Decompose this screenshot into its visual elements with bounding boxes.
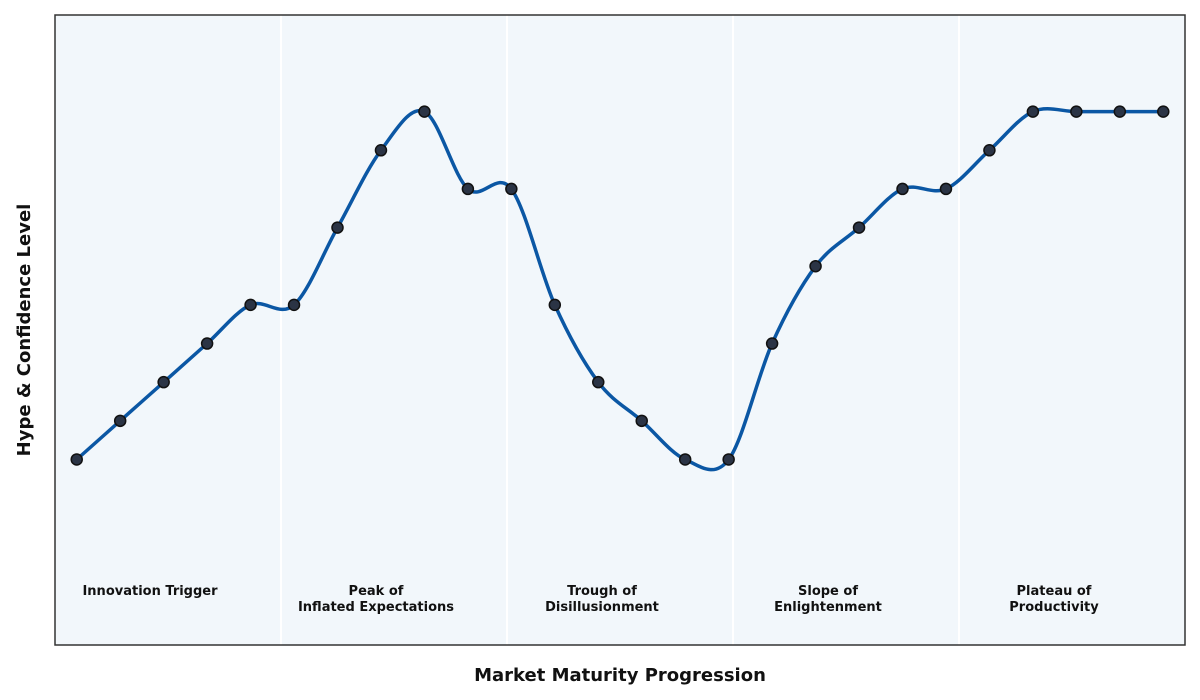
data-point-3 [200, 337, 214, 350]
data-point-18 [852, 221, 866, 234]
data-point-11 [548, 298, 562, 312]
data-point-22 [1026, 105, 1040, 118]
plot-background [55, 15, 1185, 645]
data-point-15 [722, 453, 735, 466]
data-point-12 [592, 375, 605, 389]
phase-label-4: Plateau of Productivity [1009, 584, 1099, 615]
data-point-8 [418, 105, 431, 118]
phase-label-3: Slope of Enlightenment [774, 584, 882, 615]
phase-label-1: Peak of Inflated Expectations [298, 584, 454, 615]
data-point-14 [678, 453, 692, 466]
data-point-17 [809, 259, 822, 273]
data-point-21 [983, 144, 996, 157]
data-point-25 [1157, 105, 1170, 118]
data-point-5 [287, 298, 301, 312]
phase-dividers [280, 15, 960, 645]
data-point-13 [635, 414, 648, 428]
y-axis-label: Hype & Confidence Level [14, 204, 35, 457]
phase-labels: Innovation Trigger Peak of Inflated Expect… [82, 584, 1099, 615]
data-point-19 [896, 182, 909, 196]
data-point-7 [374, 144, 388, 157]
data-point-4 [244, 298, 257, 312]
data-point-0 [70, 453, 83, 466]
data-point-6 [331, 221, 344, 234]
phase-label-0: Innovation Trigger [82, 584, 218, 599]
data-point-20 [939, 182, 953, 196]
x-axis-label: Market Maturity Progression [474, 665, 766, 686]
data-point-23 [1070, 105, 1083, 118]
plot-frame [54, 14, 1186, 646]
data-point-24 [1113, 105, 1127, 118]
data-point-1 [113, 414, 127, 428]
data-point-9 [461, 182, 475, 196]
data-points [70, 105, 1170, 466]
phase-label-2: Trough of Disillusionment [545, 584, 659, 615]
data-point-16 [765, 337, 779, 350]
data-point-2 [157, 375, 170, 389]
data-point-10 [505, 182, 518, 196]
